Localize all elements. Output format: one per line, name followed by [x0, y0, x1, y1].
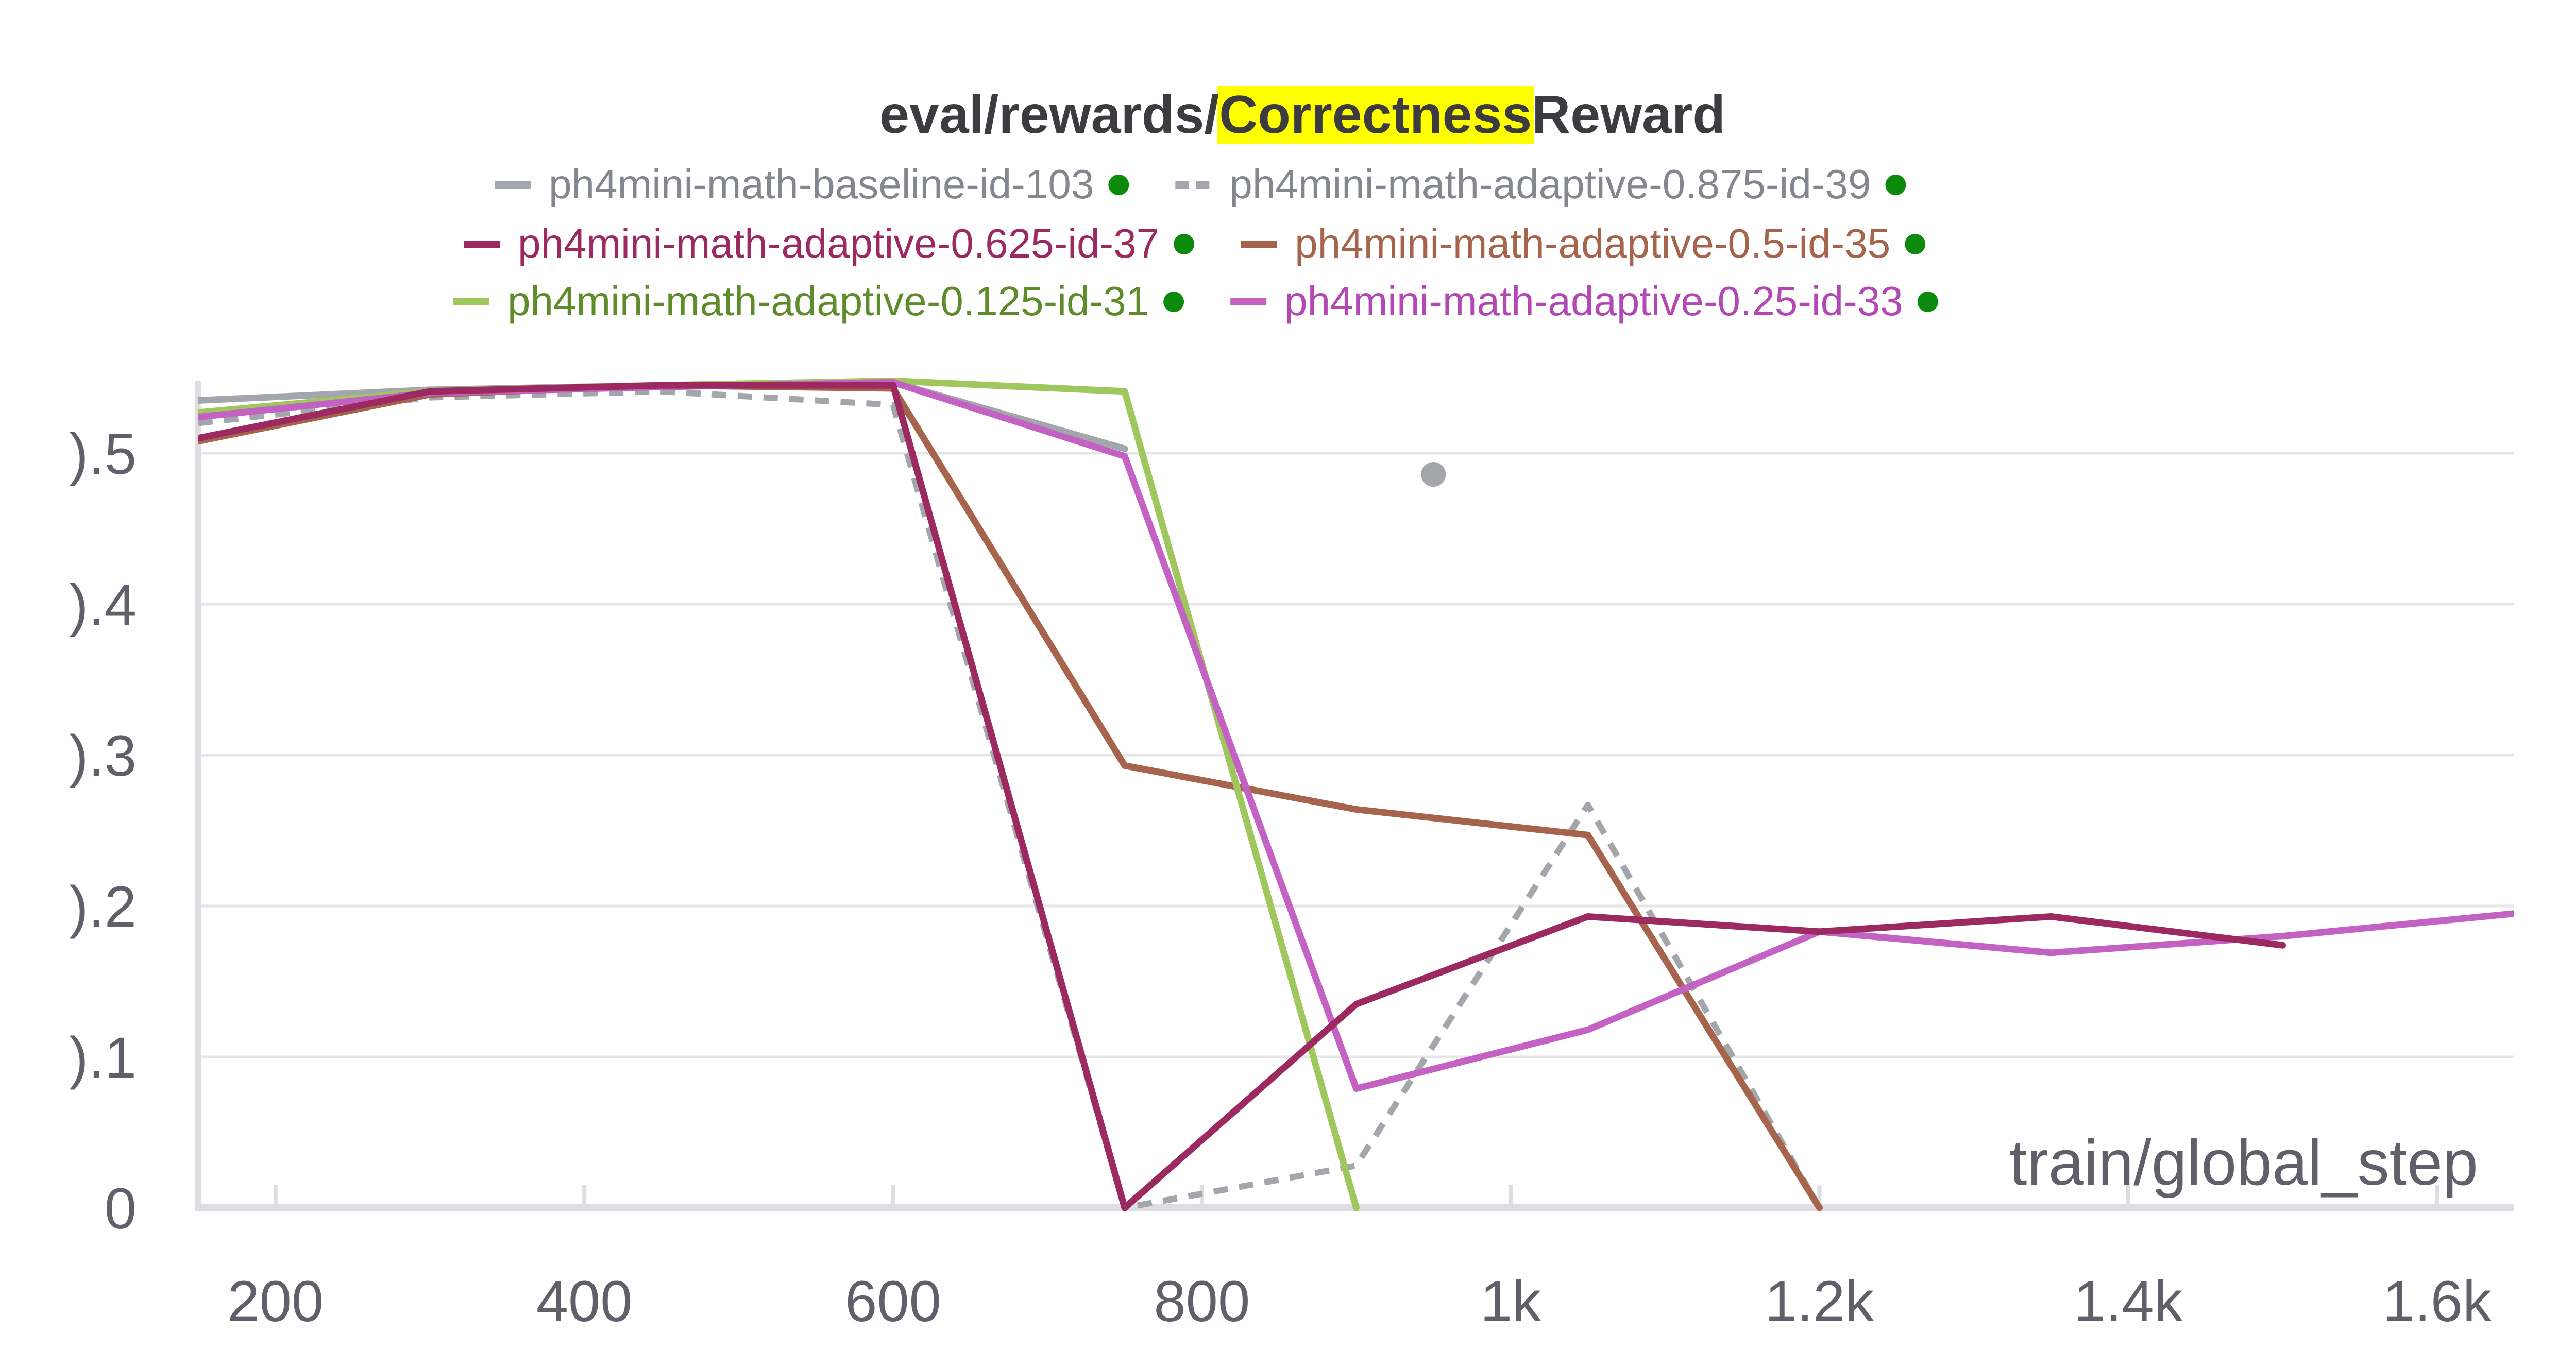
axes: 0 ).1 ).2 ).3 ).4 ).5 200 400 600 800 1k 1.2k 1.4k 1.… — [69, 381, 2514, 1333]
y-tick-label: ).1 — [69, 1025, 137, 1090]
marker-layer — [1421, 462, 1446, 487]
status-dot — [1108, 175, 1129, 195]
x-tick-label: 1k — [1480, 1269, 1541, 1333]
legend-label: ph4mini-math-adaptive-0.25-id-33 — [1284, 278, 1903, 324]
status-dot — [1917, 292, 1938, 312]
legend-label: ph4mini-math-adaptive-0.875-id-39 — [1229, 161, 1871, 207]
series-layer — [198, 377, 2514, 1211]
legend-item[interactable]: ph4mini-math-adaptive-0.25-id-33 — [1230, 278, 1938, 324]
legend: ph4mini-math-baseline-id-103 ph4mini-math… — [453, 161, 1938, 324]
grid — [198, 452, 2514, 1058]
status-dot — [1174, 234, 1195, 254]
x-tick-label: 600 — [845, 1269, 941, 1333]
legend-label: ph4mini-math-adaptive-0.625-id-37 — [518, 220, 1159, 266]
title-highlight — [1217, 86, 1534, 144]
y-tick-label: ).5 — [69, 422, 137, 486]
x-tick-label: 800 — [1154, 1269, 1250, 1333]
series-line-ph4mini-math-adaptive-0.625-id-37 — [198, 382, 2286, 1211]
title-highlighted-word: Correctness — [1219, 85, 1532, 145]
status-dot — [1163, 292, 1184, 312]
legend-label: ph4mini-math-adaptive-0.5-id-35 — [1295, 220, 1890, 266]
x-tick-label: 1.6k — [2382, 1269, 2492, 1333]
legend-item[interactable]: ph4mini-math-adaptive-0.125-id-31 — [453, 278, 1184, 324]
legend-item[interactable]: ph4mini-math-adaptive-0.875-id-39 — [1175, 161, 1906, 207]
legend-label: ph4mini-math-adaptive-0.125-id-31 — [507, 278, 1149, 324]
x-tick-label: 1.4k — [2074, 1269, 2183, 1333]
x-axis-label: train/global_step — [2009, 1127, 2478, 1199]
title-suffix: Reward — [1532, 85, 1725, 145]
legend-item[interactable]: ph4mini-math-baseline-id-103 — [495, 161, 1129, 207]
chart-title: eval/rewards/CorrectnessReward — [879, 85, 1725, 145]
y-tick-label: ).2 — [69, 875, 137, 939]
y-tick-label: ).3 — [69, 724, 137, 788]
y-tick-label: ).4 — [69, 573, 137, 637]
y-tick-label: 0 — [105, 1176, 137, 1241]
x-tick-label: 400 — [536, 1269, 633, 1333]
x-tick-label: 200 — [227, 1269, 324, 1333]
title-prefix: eval/rewards/ — [879, 85, 1219, 145]
data-point-marker — [1421, 462, 1446, 487]
status-dot — [1905, 234, 1926, 254]
legend-item[interactable]: ph4mini-math-adaptive-0.625-id-37 — [464, 220, 1195, 266]
legend-item[interactable]: ph4mini-math-adaptive-0.5-id-35 — [1241, 220, 1926, 266]
title-text: eval/rewards/CorrectnessReward — [879, 85, 1725, 145]
status-dot — [1885, 175, 1906, 195]
legend-label: ph4mini-math-baseline-id-103 — [549, 161, 1094, 207]
x-tick-label: 1.2k — [1765, 1269, 1875, 1333]
